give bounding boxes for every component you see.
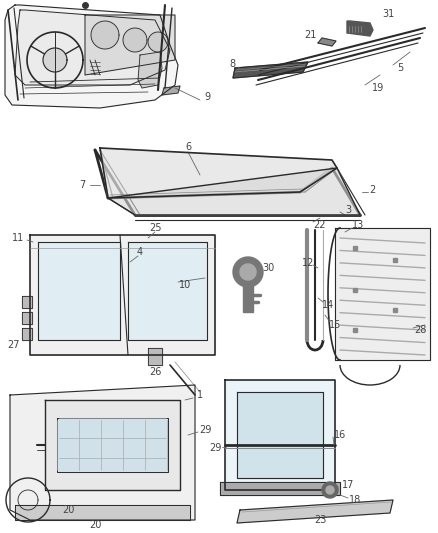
Polygon shape xyxy=(128,242,207,340)
Text: 4: 4 xyxy=(137,247,143,257)
Polygon shape xyxy=(237,392,323,478)
Polygon shape xyxy=(162,86,180,95)
Polygon shape xyxy=(22,312,32,324)
Polygon shape xyxy=(38,242,120,340)
Text: 6: 6 xyxy=(185,142,191,152)
Text: 29: 29 xyxy=(209,443,221,453)
Polygon shape xyxy=(22,296,32,308)
Polygon shape xyxy=(30,235,215,355)
Polygon shape xyxy=(243,285,253,312)
Text: 20: 20 xyxy=(89,520,101,530)
Text: 9: 9 xyxy=(204,92,210,102)
Text: 16: 16 xyxy=(334,430,346,440)
Text: 30: 30 xyxy=(262,263,274,273)
Polygon shape xyxy=(233,257,263,287)
Polygon shape xyxy=(22,328,32,340)
Polygon shape xyxy=(326,486,334,494)
Polygon shape xyxy=(220,482,340,495)
Polygon shape xyxy=(10,385,195,520)
Polygon shape xyxy=(91,21,119,49)
Text: 22: 22 xyxy=(314,220,326,230)
Text: 21: 21 xyxy=(304,30,316,40)
Polygon shape xyxy=(233,62,308,78)
Polygon shape xyxy=(148,348,162,365)
Polygon shape xyxy=(45,400,180,490)
Text: 3: 3 xyxy=(345,205,351,215)
Text: 20: 20 xyxy=(62,505,74,515)
Text: 19: 19 xyxy=(372,83,384,93)
Polygon shape xyxy=(15,10,170,85)
Polygon shape xyxy=(123,28,147,52)
Text: 27: 27 xyxy=(8,340,20,350)
Polygon shape xyxy=(347,21,373,36)
Text: 23: 23 xyxy=(314,515,326,525)
Text: 31: 31 xyxy=(382,9,394,19)
Polygon shape xyxy=(148,32,168,52)
Polygon shape xyxy=(15,505,190,520)
Text: 2: 2 xyxy=(369,185,375,195)
Text: 11: 11 xyxy=(12,233,24,243)
Polygon shape xyxy=(5,5,178,108)
Text: 13: 13 xyxy=(352,220,364,230)
Text: 18: 18 xyxy=(349,495,361,505)
Polygon shape xyxy=(240,264,256,280)
Polygon shape xyxy=(85,15,175,75)
Polygon shape xyxy=(138,52,162,88)
Text: 15: 15 xyxy=(329,320,341,330)
Polygon shape xyxy=(57,418,168,472)
Text: 7: 7 xyxy=(79,180,85,190)
Text: 29: 29 xyxy=(199,425,211,435)
Text: 26: 26 xyxy=(149,367,161,377)
Polygon shape xyxy=(43,48,67,72)
Text: 28: 28 xyxy=(414,325,426,335)
Polygon shape xyxy=(237,500,393,523)
Text: 17: 17 xyxy=(342,480,354,490)
Text: 5: 5 xyxy=(397,63,403,73)
Text: 12: 12 xyxy=(302,258,314,268)
Polygon shape xyxy=(100,148,337,198)
Text: 25: 25 xyxy=(149,223,161,233)
Text: 14: 14 xyxy=(322,300,334,310)
Text: 8: 8 xyxy=(229,59,235,69)
Polygon shape xyxy=(318,38,336,46)
Polygon shape xyxy=(108,168,360,215)
Polygon shape xyxy=(335,228,430,360)
Text: 10: 10 xyxy=(179,280,191,290)
Polygon shape xyxy=(322,482,338,498)
Text: 1: 1 xyxy=(197,390,203,400)
Polygon shape xyxy=(225,380,335,490)
